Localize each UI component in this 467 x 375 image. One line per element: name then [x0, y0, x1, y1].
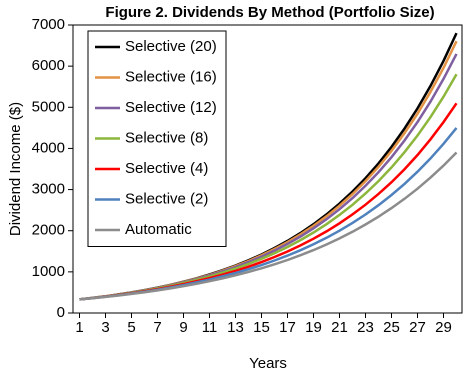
- x-tick-label: 17: [279, 319, 296, 336]
- x-tick-label: 15: [253, 319, 270, 336]
- y-tick-label: 4000: [32, 139, 65, 156]
- x-tick-label: 21: [331, 319, 348, 336]
- x-tick-label: 27: [409, 319, 426, 336]
- y-tick-label: 3000: [32, 181, 65, 198]
- legend-label: Selective (16): [125, 68, 217, 85]
- plot-frame: [72, 24, 463, 314]
- legend-label: Automatic: [125, 221, 192, 238]
- y-tick-label: 2000: [32, 222, 65, 239]
- x-tick-label: 25: [383, 319, 400, 336]
- y-tick-label: 5000: [32, 98, 65, 115]
- y-tick-label: 1000: [32, 263, 65, 280]
- legend-label: Selective (4): [125, 160, 208, 177]
- y-axis-title: Dividend Income ($): [7, 102, 24, 236]
- legend-label: Selective (12): [125, 99, 217, 116]
- legend-label: Selective (2): [125, 190, 208, 207]
- x-tick-label: 9: [179, 319, 187, 336]
- x-tick-label: 5: [127, 319, 135, 336]
- x-tick-label: 19: [305, 319, 322, 336]
- legend-label: Selective (8): [125, 129, 208, 146]
- legend-label: Selective (20): [125, 38, 217, 55]
- x-tick-label: 11: [202, 319, 218, 336]
- x-tick-label: 1: [75, 319, 83, 336]
- x-tick-label: 29: [435, 319, 452, 336]
- x-tick-label: 13: [227, 319, 244, 336]
- y-tick-label: 0: [57, 304, 65, 321]
- x-tick-label: 23: [357, 319, 374, 336]
- x-tick-label: 3: [101, 319, 109, 336]
- x-axis-title: Years: [249, 355, 287, 372]
- y-tick-label: 7000: [32, 16, 65, 33]
- x-tick-label: 7: [153, 319, 161, 336]
- chart-title: Figure 2. Dividends By Method (Portfolio…: [105, 4, 434, 21]
- series-line: [79, 151, 458, 301]
- y-tick-label: 6000: [32, 57, 65, 74]
